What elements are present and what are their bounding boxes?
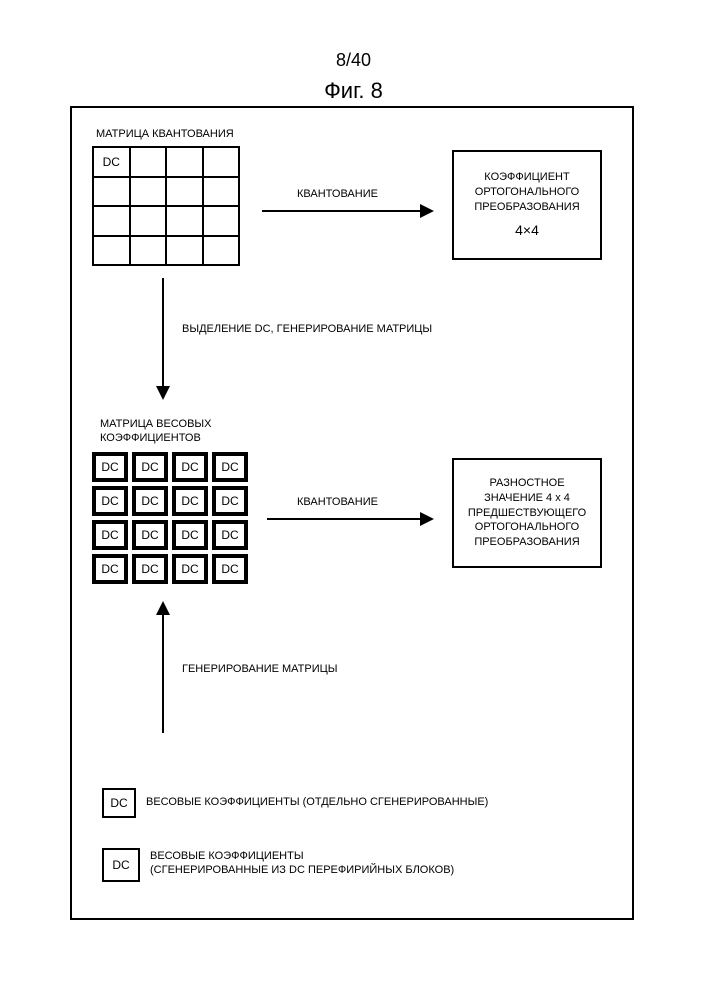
- grid-cell-dc: DC: [93, 147, 130, 177]
- dc-cell: DC: [94, 488, 126, 514]
- dc-cell: DC: [94, 556, 126, 582]
- quant-matrix-title: МАТРИЦА КВАНТОВАНИЯ: [96, 128, 234, 141]
- dc-cell: DC: [134, 556, 166, 582]
- top-result-box: КОЭФФИЦИЕНТ ОРТОГОНАЛЬНОГО ПРЕОБРАЗОВАНИ…: [452, 150, 602, 260]
- legend2-text-l2: (СГЕНЕРИРОВАННЫЕ ИЗ DC ПЕРЕФИРИЙНЫХ БЛОК…: [150, 864, 454, 877]
- diagram-frame: МАТРИЦА КВАНТОВАНИЯ DC КВАНТОВАНИЕ КОЭФФ…: [70, 106, 634, 920]
- arrow-right-icon: [262, 210, 432, 212]
- top-arrow-label: КВАНТОВАНИЕ: [297, 188, 378, 201]
- dc-cell: DC: [214, 488, 246, 514]
- arrow-up-icon: [162, 603, 164, 733]
- dc-cell: DC: [214, 556, 246, 582]
- legend2-text-l1: ВЕСОВЫЕ КОЭФФИЦИЕНТЫ: [150, 850, 304, 863]
- dc-cell: DC: [214, 454, 246, 480]
- bottom-result-box: РАЗНОСТНОЕ ЗНАЧЕНИЕ 4 x 4 ПРЕДШЕСТВУЮЩЕГ…: [452, 458, 602, 568]
- weight-matrix-title-l2: КОЭФФИЦИЕНТОВ: [100, 432, 201, 445]
- dc-cell: DC: [134, 488, 166, 514]
- page-number: 8/40: [0, 50, 707, 71]
- dc-cell: DC: [174, 556, 206, 582]
- dc-cell: DC: [214, 522, 246, 548]
- gen-arrow-label: ГЕНЕРИРОВАНИЕ МАТРИЦЫ: [182, 663, 338, 676]
- page: 8/40 Фиг. 8 МАТРИЦА КВАНТОВАНИЯ DC КВАНТ…: [0, 0, 707, 1000]
- dc-cell: DC: [174, 522, 206, 548]
- arrow-right-icon: [267, 518, 432, 520]
- dc-cell: DC: [94, 522, 126, 548]
- mid-arrow-label: ВЫДЕЛЕНИЕ DC, ГЕНЕРИРОВАНИЕ МАТРИЦЫ: [182, 323, 432, 336]
- weight-matrix-title-l1: МАТРИЦА ВЕСОВЫХ: [100, 418, 211, 431]
- legend2-cell: DC: [102, 848, 140, 882]
- weight-matrix-grid: DC DC DC DC DC DC DC DC DC DC DC DC: [88, 448, 252, 588]
- dc-cell: DC: [174, 454, 206, 480]
- quant-matrix-grid: DC: [92, 146, 240, 266]
- legend1-cell: DC: [102, 788, 136, 818]
- dc-cell: DC: [134, 522, 166, 548]
- dc-cell: DC: [134, 454, 166, 480]
- bottom-arrow-label: КВАНТОВАНИЕ: [297, 496, 378, 509]
- figure-title: Фиг. 8: [0, 78, 707, 104]
- dc-cell: DC: [174, 488, 206, 514]
- dc-cell: DC: [94, 454, 126, 480]
- legend1-text: ВЕСОВЫЕ КОЭФФИЦИЕНТЫ (ОТДЕЛЬНО СГЕНЕРИРО…: [146, 796, 488, 809]
- arrow-down-icon: [162, 278, 164, 398]
